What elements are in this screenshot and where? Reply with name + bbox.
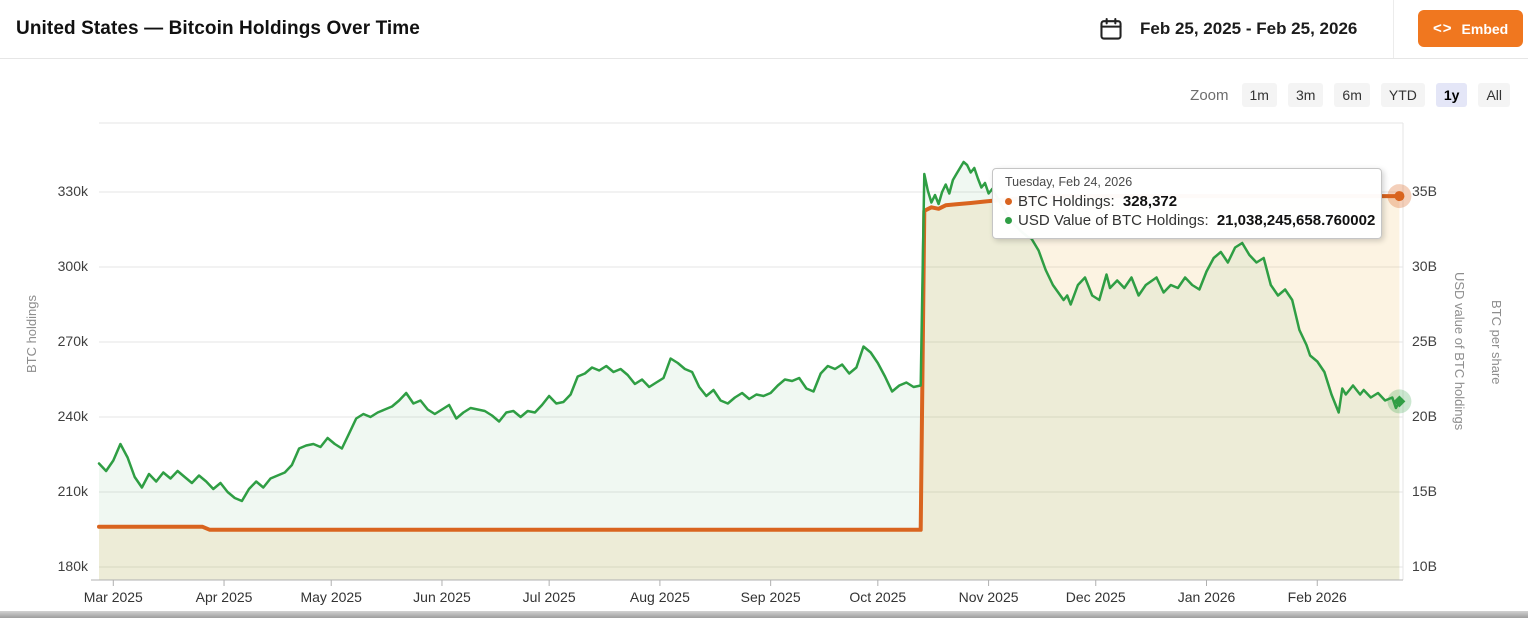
tooltip-btc-value: 328,372 [1122,193,1178,210]
y-axis-right-title-usd-value: USD value of BTC holdings [1452,272,1467,431]
last-point-marker-btc [1394,191,1405,202]
x-axis-tick-label: Aug 2025 [629,589,690,605]
zoom-button-all[interactable]: All [1478,83,1510,107]
x-axis-tick-label: Mar 2025 [83,589,143,605]
zoom-button-1m[interactable]: 1m [1241,83,1277,107]
zoom-button-3m[interactable]: 3m [1287,83,1324,107]
y-axis-right-tick: 15B [1412,483,1437,499]
last-point-marker-usd [1393,395,1406,408]
y-axis-right-tick: 35B [1412,183,1437,199]
x-axis-tick-label: May 2025 [300,589,362,605]
y-axis-left-tick: 330k [57,183,88,199]
btc-holdings-area [99,196,1400,580]
tooltip-date: Tuesday, Feb 24, 2026 [1005,175,1133,189]
chart-tooltip: Tuesday, Feb 24, 2026 BTC Holdings: 328,… [992,168,1382,239]
y-axis-left-title: BTC holdings [24,295,39,374]
x-axis-tick-label: Jun 2025 [413,589,471,605]
zoom-button-ytd[interactable]: YTD [1380,83,1425,107]
tooltip-row-usd: USD Value of BTC Holdings: 21,038,245,65… [1005,211,1375,230]
y-axis-left-tick: 210k [57,483,88,499]
code-icon: <> [1433,20,1453,37]
date-range-picker[interactable]: Feb 25, 2025 - Feb 25, 2026 [1098,0,1357,58]
page-bottom-scrollbar[interactable] [0,611,1528,618]
header: United States — Bitcoin Holdings Over Ti… [0,0,1528,59]
zoom-toolbar: Zoom 1m 3m 6m YTD 1y All [1190,82,1510,108]
tooltip-usd-value: 21,038,245,658.760002 [1216,212,1376,229]
zoom-label: Zoom [1190,86,1229,104]
x-axis-tick-label: Sep 2025 [740,589,801,605]
x-axis-tick-label: Jul 2025 [522,589,576,605]
header-divider [1393,0,1394,58]
y-axis-right-title-btc-per-share: BTC per share [1489,300,1504,385]
usd-series-bullet-icon [1005,217,1012,224]
x-axis-tick-label: Feb 2026 [1287,589,1347,605]
y-axis-left-tick: 270k [57,333,88,349]
x-axis-tick-label: Dec 2025 [1065,589,1126,605]
zoom-button-1y[interactable]: 1y [1435,83,1468,107]
y-axis-right-tick: 30B [1412,258,1437,274]
page-title: United States — Bitcoin Holdings Over Ti… [16,18,420,39]
btc-holdings-line [97,194,1402,532]
y-axis-right-tick: 10B [1412,558,1437,574]
x-axis-tick-label: Apr 2025 [195,589,253,605]
chart-canvas[interactable]: 330k 300k 270k 240k 210k 180k 35B 30B 25B 20B 15B 1… [0,58,1528,610]
y-axis-left-tick: 240k [57,408,88,424]
tooltip-btc-label: BTC Holdings: [1018,193,1115,210]
x-axis-tick-label: Oct 2025 [849,589,907,605]
y-axis-right-tick: 25B [1412,333,1437,349]
x-axis-tick-label: Jan 2026 [1177,589,1236,605]
zoom-button-6m[interactable]: 6m [1334,83,1370,107]
calendar-icon [1098,16,1124,42]
btc-series-bullet-icon [1005,198,1012,205]
marker-halo [1387,184,1412,209]
x-axis-tick-label: Nov 2025 [958,589,1019,605]
embed-button-label: Embed [1461,20,1509,37]
y-axis-left-tick: 180k [57,558,88,574]
marker-halo [1387,389,1412,414]
date-range-value: Feb 25, 2025 - Feb 25, 2026 [1140,19,1358,38]
tooltip-row-btc: BTC Holdings: 328,372 [1005,192,1369,211]
y-axis-right-tick: 20B [1412,408,1437,424]
embed-button[interactable]: <> Embed [1418,10,1524,47]
tooltip-usd-label: USD Value of BTC Holdings: [1018,212,1209,229]
y-axis-left-tick: 300k [57,258,88,274]
